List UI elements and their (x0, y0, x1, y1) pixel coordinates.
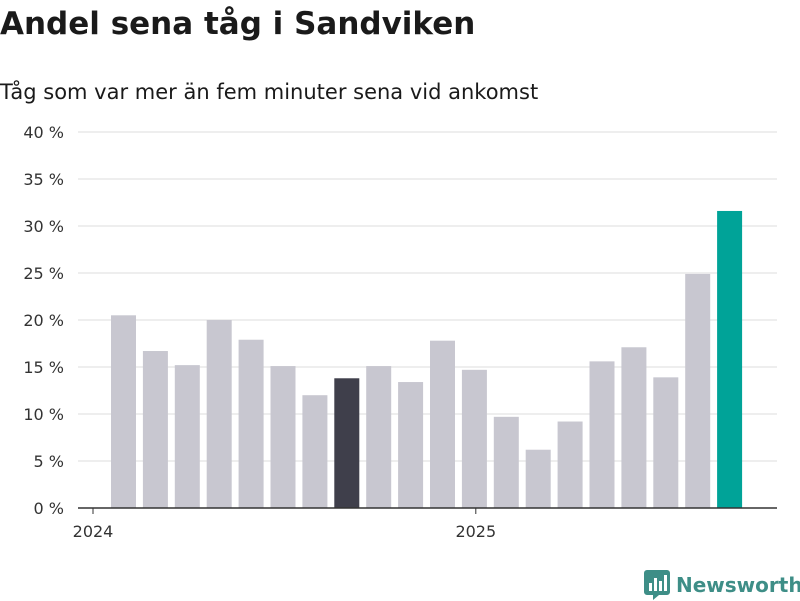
bar (111, 315, 136, 508)
bar (557, 421, 583, 508)
y-tick-label: 0 % (34, 499, 64, 518)
y-tick-label: 10 % (23, 405, 64, 424)
y-tick-label: 20 % (23, 311, 64, 330)
y-tick-label: 30 % (23, 217, 64, 236)
bar (685, 273, 711, 508)
bar (589, 361, 615, 508)
bar (398, 382, 424, 508)
bar (493, 416, 519, 508)
y-tick-label: 15 % (23, 358, 64, 377)
brand-name: Newsworthy (676, 573, 800, 597)
bar (206, 320, 232, 508)
chart-subtitle: Tåg som var mer än fem minuter sena vid … (0, 80, 539, 104)
bar (525, 449, 551, 508)
bar (717, 210, 743, 508)
bar (366, 366, 392, 508)
newsworthy-logo-icon (644, 570, 670, 600)
bar (621, 347, 647, 508)
chart-title: Andel sena tåg i Sandviken (0, 6, 476, 42)
x-tick-label: 2024 (73, 522, 114, 541)
bar (238, 339, 264, 508)
y-tick-label: 5 % (34, 452, 64, 471)
bar (430, 340, 455, 508)
bar (302, 395, 328, 508)
y-tick-label: 40 % (23, 123, 64, 142)
bar (461, 369, 487, 508)
bar (174, 365, 200, 508)
y-tick-label: 25 % (23, 264, 64, 283)
bar (653, 377, 679, 508)
y-tick-label: 35 % (23, 170, 64, 189)
bar (334, 378, 360, 508)
x-tick-label: 2025 (455, 522, 496, 541)
brand-footer: Newsworthy (644, 569, 800, 601)
bar (270, 366, 296, 508)
bar (142, 351, 168, 508)
